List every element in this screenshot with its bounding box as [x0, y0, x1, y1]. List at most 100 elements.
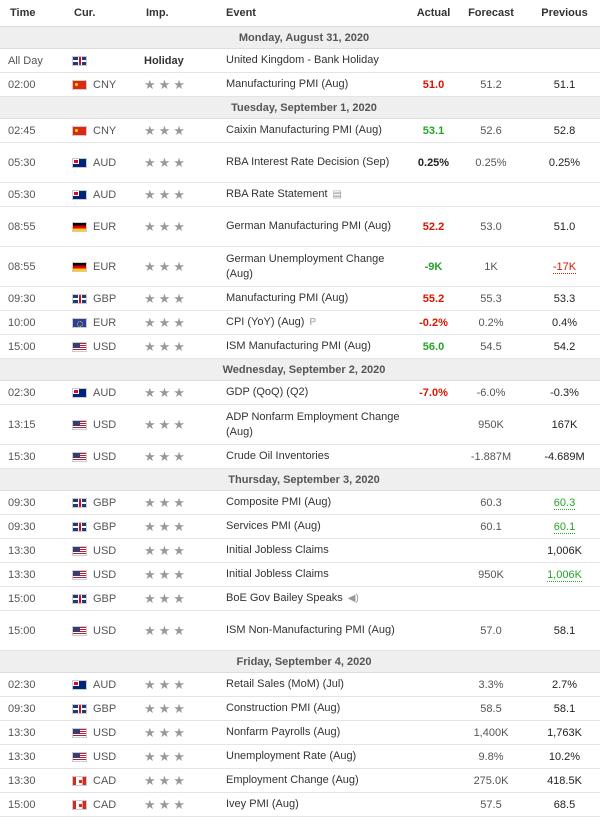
flag-us-icon [72, 341, 87, 352]
event-currency-cell: USD [70, 744, 144, 769]
event-row[interactable]: 13:30 USD ★★★ Nonfarm Payrolls (Aug) 1,400K 1… [0, 720, 600, 745]
event-time: 09:30 [0, 696, 70, 721]
event-row[interactable]: 05:30 AUD ★★★ RBA Interest Rate Decision (S… [0, 142, 600, 183]
event-row[interactable]: 08:55 EUR ★★★ German Unemployment Change (A… [0, 246, 600, 287]
importance-stars-icon: ★★★ [144, 772, 188, 788]
event-name[interactable]: Services PMI (Aug) [226, 520, 321, 532]
forecast-value: 57.5 [461, 792, 521, 817]
event-name[interactable]: ISM Non-Manufacturing PMI (Aug) [226, 624, 395, 636]
event-name[interactable]: GDP (QoQ) (Q2) [226, 386, 309, 398]
event-row[interactable]: 02:30 AUD ★★★ Retail Sales (MoM) (Jul) 3.3% 2… [0, 672, 600, 697]
currency-code: USD [93, 726, 117, 739]
event-name-cell: ISM Manufacturing PMI (Aug) [226, 334, 406, 359]
event-row[interactable]: 15:00 CAD ★★★ Ivey PMI (Aug) 57.5 68.5 [0, 792, 600, 817]
header-importance[interactable]: Imp. [144, 0, 226, 27]
event-row[interactable]: 09:30 GBP ★★★ Composite PMI (Aug) 60.3 60.3 [0, 490, 600, 515]
event-name[interactable]: Ivey PMI (Aug) [226, 798, 299, 810]
event-row[interactable]: 13:30 USD ★★★ Initial Jobless Claims 1,006K [0, 538, 600, 563]
event-name[interactable]: Unemployment Rate (Aug) [226, 750, 357, 762]
event-name[interactable]: BoE Gov Bailey Speaks [226, 592, 343, 604]
currency-code: USD [93, 450, 117, 463]
event-row[interactable]: 15:00 USD ★★★ ISM Manufacturing PMI (Aug) 56… [0, 334, 600, 359]
event-time: 09:30 [0, 514, 70, 539]
event-time: 02:45 [0, 118, 70, 143]
forecast-value: 1,400K [461, 720, 521, 745]
previous-value-cell: -0.3% [521, 380, 600, 405]
event-row[interactable]: 02:45 CNY ★★★ Caixin Manufacturing PMI (Aug… [0, 118, 600, 143]
event-name[interactable]: German Unemployment Change (Aug) [226, 252, 385, 280]
event-name-cell: Manufacturing PMI (Aug) [226, 72, 406, 97]
event-name-cell: Nonfarm Payrolls (Aug) [226, 720, 406, 745]
currency-wrap: CAD [72, 799, 144, 811]
currency-wrap: EUR [72, 261, 144, 273]
previous-value-cell: 51.1 [521, 72, 600, 97]
header-forecast[interactable]: Forecast [461, 0, 521, 27]
event-name[interactable]: Manufacturing PMI (Aug) [226, 292, 349, 304]
event-currency-cell: USD [70, 610, 144, 651]
event-row[interactable]: 10:00 EUR ★★★ CPI (YoY) (Aug) P -0.2% 0.2% 0.4% [0, 310, 600, 335]
header-currency[interactable]: Cur. [70, 0, 144, 27]
currency-wrap: USD [72, 625, 144, 637]
event-name[interactable]: United Kingdom - Bank Holiday [226, 54, 379, 66]
event-name[interactable]: Employment Change (Aug) [226, 774, 359, 786]
event-currency-cell: GBP [70, 514, 144, 539]
header-event[interactable]: Event [226, 0, 406, 27]
previous-value-cell: 58.1 [521, 696, 600, 721]
event-row[interactable]: 13:30 CAD ★★★ Employment Change (Aug) 275.0K… [0, 768, 600, 793]
actual-value [406, 768, 461, 793]
event-name-cell: CPI (YoY) (Aug) P [226, 310, 406, 335]
forecast-value: 58.5 [461, 696, 521, 721]
event-name[interactable]: ISM Manufacturing PMI (Aug) [226, 340, 371, 352]
actual-value [406, 610, 461, 651]
event-row[interactable]: 09:30 GBP ★★★ Manufacturing PMI (Aug) 55.2 55… [0, 286, 600, 311]
importance-cell: ★★★ [144, 696, 226, 721]
event-row[interactable]: 09:30 GBP ★★★ Services PMI (Aug) 60.1 60.1 [0, 514, 600, 539]
event-name[interactable]: RBA Interest Rate Decision (Sep) [226, 156, 390, 168]
importance-stars-icon: ★★★ [144, 258, 188, 274]
event-name[interactable]: Construction PMI (Aug) [226, 702, 341, 714]
event-name[interactable]: Retail Sales (MoM) (Jul) [226, 678, 344, 690]
event-name[interactable]: RBA Rate Statement [226, 188, 328, 200]
actual-value [406, 586, 461, 611]
event-name[interactable]: Initial Jobless Claims [226, 544, 329, 556]
currency-wrap: USD [72, 545, 144, 557]
event-row[interactable]: 13:30 USD ★★★ Unemployment Rate (Aug) 9.8% 10… [0, 744, 600, 769]
event-row[interactable]: 15:00 GBP ★★★ BoE Gov Bailey Speaks ◀) [0, 586, 600, 611]
event-row[interactable]: 09:30 GBP ★★★ Construction PMI (Aug) 58.5 58.… [0, 696, 600, 721]
event-currency-cell: CAD [70, 792, 144, 817]
event-name[interactable]: Crude Oil Inventories [226, 450, 330, 462]
event-time: 09:30 [0, 286, 70, 311]
event-row[interactable]: 02:00 CNY ★★★ Manufacturing PMI (Aug) 51.0 51… [0, 72, 600, 97]
previous-value: 58.1 [553, 702, 576, 715]
previous-value-cell: 0.4% [521, 310, 600, 335]
header-time[interactable]: Time [0, 0, 70, 27]
previous-value-cell: 2.7% [521, 672, 600, 697]
event-name[interactable]: Composite PMI (Aug) [226, 496, 332, 508]
event-name[interactable]: Nonfarm Payrolls (Aug) [226, 726, 341, 738]
event-name[interactable]: CPI (YoY) (Aug) [226, 316, 305, 328]
event-row[interactable]: 13:30 USD ★★★ Initial Jobless Claims 950K 1,0… [0, 562, 600, 587]
event-row[interactable]: 15:30 USD ★★★ Crude Oil Inventories -1.887M -… [0, 444, 600, 469]
previous-value-cell [521, 586, 600, 611]
event-name[interactable]: Manufacturing PMI (Aug) [226, 78, 349, 90]
event-currency-cell: AUD [70, 142, 144, 183]
event-row[interactable]: 15:00 USD ★★★ ISM Non-Manufacturing PMI (Au… [0, 610, 600, 651]
importance-stars-icon: ★★★ [144, 590, 188, 606]
event-name[interactable]: Initial Jobless Claims [226, 568, 329, 580]
event-name[interactable]: German Manufacturing PMI (Aug) [226, 220, 392, 232]
event-name[interactable]: Caixin Manufacturing PMI (Aug) [226, 124, 382, 136]
header-previous[interactable]: Previous [521, 0, 600, 27]
event-row[interactable]: All Day Holiday United Kingdom - Bank Holi… [0, 48, 600, 73]
event-currency-cell: USD [70, 720, 144, 745]
event-row[interactable]: 13:15 USD ★★★ ADP Nonfarm Employment Change… [0, 404, 600, 445]
event-row[interactable]: 08:55 EUR ★★★ German Manufacturing PMI (Aug… [0, 206, 600, 247]
event-currency-cell: CAD [70, 768, 144, 793]
flag-uk-icon [72, 293, 87, 304]
event-name[interactable]: ADP Nonfarm Employment Change (Aug) [226, 410, 400, 438]
event-row[interactable]: 05:30 AUD ★★★ RBA Rate Statement ▤ [0, 182, 600, 207]
currency-wrap: AUD [72, 387, 144, 399]
header-actual[interactable]: Actual [406, 0, 461, 27]
forecast-value: 53.0 [461, 206, 521, 247]
event-row[interactable]: 02:30 AUD ★★★ GDP (QoQ) (Q2) -7.0% -6.0% -0.3% [0, 380, 600, 405]
currency-code: EUR [93, 316, 117, 329]
